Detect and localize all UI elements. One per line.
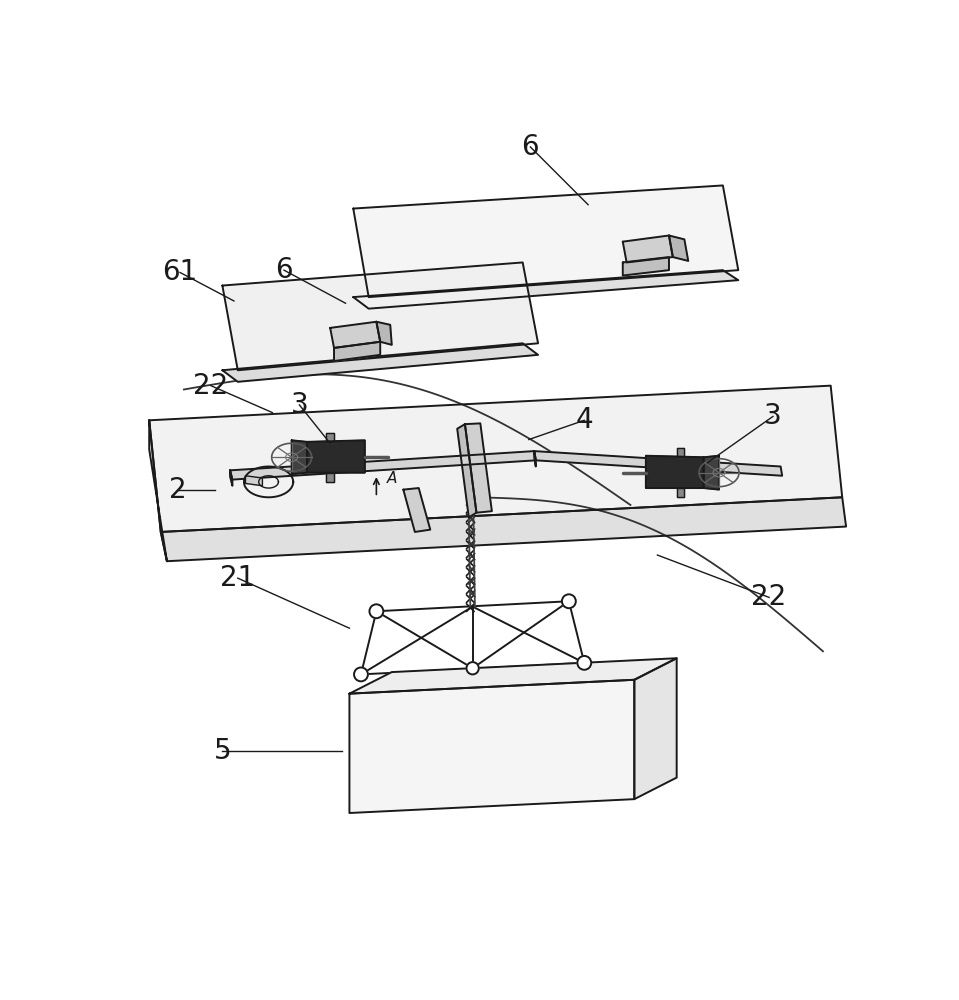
Polygon shape [334, 342, 380, 361]
Polygon shape [330, 322, 380, 348]
Polygon shape [230, 451, 536, 480]
Text: 3: 3 [291, 391, 308, 419]
Polygon shape [457, 424, 477, 517]
Polygon shape [246, 476, 263, 486]
Polygon shape [634, 658, 677, 799]
Polygon shape [353, 270, 738, 309]
Polygon shape [622, 235, 673, 262]
Text: 3: 3 [764, 402, 782, 430]
Polygon shape [353, 185, 738, 297]
Text: 61: 61 [162, 258, 198, 286]
Circle shape [369, 604, 384, 618]
Polygon shape [534, 451, 536, 466]
Polygon shape [349, 658, 677, 694]
Circle shape [466, 662, 479, 674]
Text: 5: 5 [214, 737, 231, 765]
Polygon shape [222, 262, 538, 370]
Polygon shape [677, 488, 685, 497]
Text: 4: 4 [575, 406, 593, 434]
Circle shape [577, 656, 591, 670]
Polygon shape [161, 497, 846, 561]
Polygon shape [150, 386, 842, 532]
Polygon shape [222, 343, 538, 382]
Polygon shape [230, 470, 232, 486]
Text: A: A [386, 471, 397, 486]
Text: 6: 6 [275, 256, 292, 284]
Text: 6: 6 [522, 133, 539, 161]
Circle shape [562, 594, 575, 608]
Polygon shape [349, 680, 634, 813]
Polygon shape [704, 456, 719, 490]
Polygon shape [465, 423, 492, 513]
Text: 21: 21 [221, 564, 255, 592]
Text: 2: 2 [169, 476, 186, 504]
Polygon shape [645, 456, 704, 488]
Polygon shape [376, 322, 392, 345]
Polygon shape [150, 420, 167, 561]
Polygon shape [622, 257, 669, 276]
Polygon shape [307, 440, 364, 473]
Polygon shape [292, 440, 307, 474]
Polygon shape [404, 488, 431, 532]
Polygon shape [534, 451, 783, 476]
Polygon shape [326, 433, 334, 442]
Text: 22: 22 [752, 583, 786, 611]
Polygon shape [677, 448, 685, 457]
Circle shape [354, 667, 368, 681]
Polygon shape [326, 473, 334, 482]
Polygon shape [669, 235, 689, 261]
Text: 22: 22 [193, 372, 228, 400]
